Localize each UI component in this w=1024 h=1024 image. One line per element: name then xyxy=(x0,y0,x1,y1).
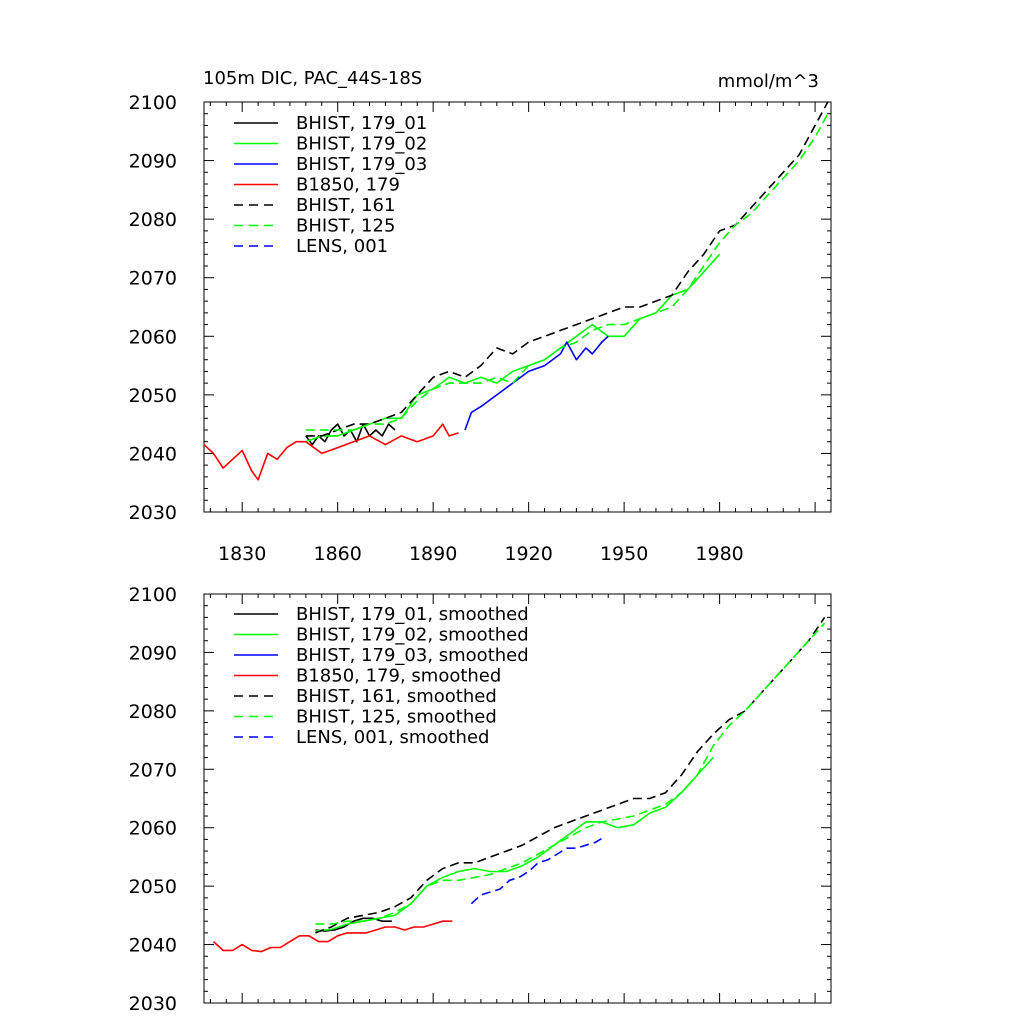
y-tick-label: 2050 xyxy=(129,876,177,898)
legend-entry: LENS, 001 xyxy=(296,236,388,257)
plot-frame-1 xyxy=(203,101,832,513)
legend-entry: BHIST, 179_02 xyxy=(296,134,427,155)
y-tick-label: 2070 xyxy=(129,759,177,781)
series-line-1 xyxy=(305,423,396,446)
y-tick-label: 2050 xyxy=(129,385,177,407)
legend-entry: BHIST, 125, smoothed xyxy=(296,707,497,728)
series-line-2 xyxy=(305,253,721,443)
legend-entry: LENS, 001, smoothed xyxy=(296,727,489,748)
series-line-6 xyxy=(305,113,829,431)
y-tick-label: 2100 xyxy=(129,92,177,114)
legend-entry: BHIST, 179_01, smoothed xyxy=(296,604,529,625)
x-tick-label: 1920 xyxy=(504,543,552,565)
legend-entry: B1850, 179 xyxy=(296,175,400,196)
y-tick-label: 2060 xyxy=(129,818,177,840)
legend-entry: BHIST, 179_02, smoothed xyxy=(296,625,529,646)
series-line-6 xyxy=(315,622,826,925)
series-line-5 xyxy=(305,101,829,437)
y-tick-label: 2040 xyxy=(129,935,177,957)
series-line-7 xyxy=(470,835,606,905)
chart-title: 105m DIC, PAC_44S-18S xyxy=(203,68,422,89)
legend-entry: BHIST, 161 xyxy=(296,195,395,216)
y-tick-label: 2090 xyxy=(129,642,177,664)
series-line-4 xyxy=(212,920,453,953)
x-tick-label: 1890 xyxy=(409,543,457,565)
y-tick-label: 2030 xyxy=(129,502,177,524)
y-tick-label: 2040 xyxy=(129,443,177,465)
legend-entry: BHIST, 161, smoothed xyxy=(296,686,497,707)
y-tick-label: 2100 xyxy=(129,584,177,606)
series-line-5 xyxy=(315,616,826,934)
x-tick-label: 1950 xyxy=(600,543,648,565)
y-tick-label: 2060 xyxy=(129,326,177,348)
series-line-2 xyxy=(315,757,714,932)
series-line-4 xyxy=(203,423,459,481)
y-tick-label: 2070 xyxy=(129,268,177,290)
legend-entry: BHIST, 125 xyxy=(296,216,395,237)
x-tick-label: 1830 xyxy=(218,543,266,565)
units-label: mmol/m^3 xyxy=(718,71,819,92)
x-tick-label: 1860 xyxy=(313,543,361,565)
y-tick-label: 2090 xyxy=(129,151,177,173)
y-tick-label: 2080 xyxy=(129,701,177,723)
y-tick-label: 2080 xyxy=(129,209,177,231)
series-line-3 xyxy=(464,335,609,431)
legend-entry: BHIST, 179_03 xyxy=(296,154,427,175)
legend-entry: BHIST, 179_03, smoothed xyxy=(296,645,529,666)
plot-frame-2 xyxy=(203,593,832,1004)
x-tick-label: 1980 xyxy=(695,543,743,565)
legend-entry: BHIST, 179_01 xyxy=(296,113,427,134)
series-line-1 xyxy=(315,917,392,932)
y-tick-label: 2030 xyxy=(129,993,177,1015)
legend-entry: B1850, 179, smoothed xyxy=(296,666,501,687)
